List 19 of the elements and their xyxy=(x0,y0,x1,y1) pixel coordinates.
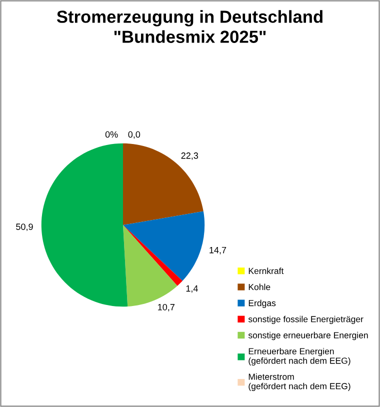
legend-label: sonstige erneuerbare Energien xyxy=(248,332,368,340)
chart-title: Stromerzeugung in Deutschland "Bundesmix 2025" xyxy=(56,10,322,43)
pie-slice xyxy=(123,143,204,225)
pie-slice xyxy=(41,143,128,307)
legend-label: sonstige fossile Energieträger xyxy=(248,316,364,324)
legend-label: Mieterstrom (gefördert nach dem EEG) xyxy=(248,373,350,391)
data-label: 1,4 xyxy=(186,285,198,293)
legend-label: Kohle xyxy=(248,284,270,290)
data-label: 22,3 xyxy=(181,152,198,160)
pie-slice xyxy=(123,211,205,281)
text: 0,0 xyxy=(128,131,140,139)
legend-label: Kernkraft xyxy=(248,268,284,274)
text: 0% xyxy=(105,131,118,138)
data-label: 14,7 xyxy=(210,246,226,254)
legend-label: Erdgas xyxy=(248,300,276,308)
data-label: 50,9 xyxy=(16,224,33,232)
pie-slice xyxy=(123,225,182,286)
legend-label: Erneuerbare Energien (gefördert nach dem EEG) xyxy=(248,348,350,366)
data-label: 10,7 xyxy=(158,304,174,312)
